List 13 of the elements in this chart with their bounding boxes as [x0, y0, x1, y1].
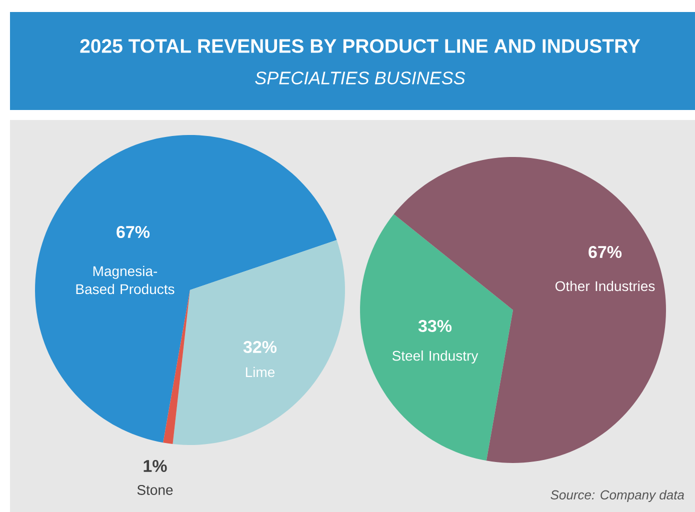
data-label: 67%: [588, 246, 622, 258]
data-label: 1%: [144, 460, 167, 472]
data-label: 32%: [243, 340, 277, 354]
chart-subtitle: SPECIALTIES BUSINESS: [255, 72, 466, 84]
data-label: 33%: [418, 320, 452, 332]
slice-label: Steel Industry: [392, 350, 478, 364]
data-label: 67%: [116, 226, 150, 238]
chart-title: 2025 TOTAL REVENUES BY PRODUCT LINE AND INDUSTRY: [80, 39, 640, 53]
slice-label: Stone: [137, 485, 173, 495]
slice-label: Other Industries: [555, 280, 655, 292]
source-note: Source: Company data: [550, 490, 684, 502]
slice-label: Lime: [246, 366, 275, 378]
slice-label: Magnesia-Based Products: [76, 266, 174, 294]
